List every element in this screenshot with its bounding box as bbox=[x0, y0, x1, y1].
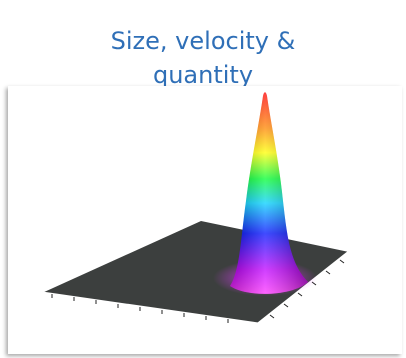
floor-frame bbox=[41, 250, 350, 326]
peak-shading bbox=[230, 92, 308, 294]
page-title: Size, velocity & quantity bbox=[0, 24, 406, 92]
figure-card bbox=[8, 86, 402, 354]
title-line-2: quantity bbox=[152, 61, 254, 90]
title-line-1: Size, velocity & bbox=[110, 27, 296, 56]
surface-plot bbox=[41, 92, 350, 326]
